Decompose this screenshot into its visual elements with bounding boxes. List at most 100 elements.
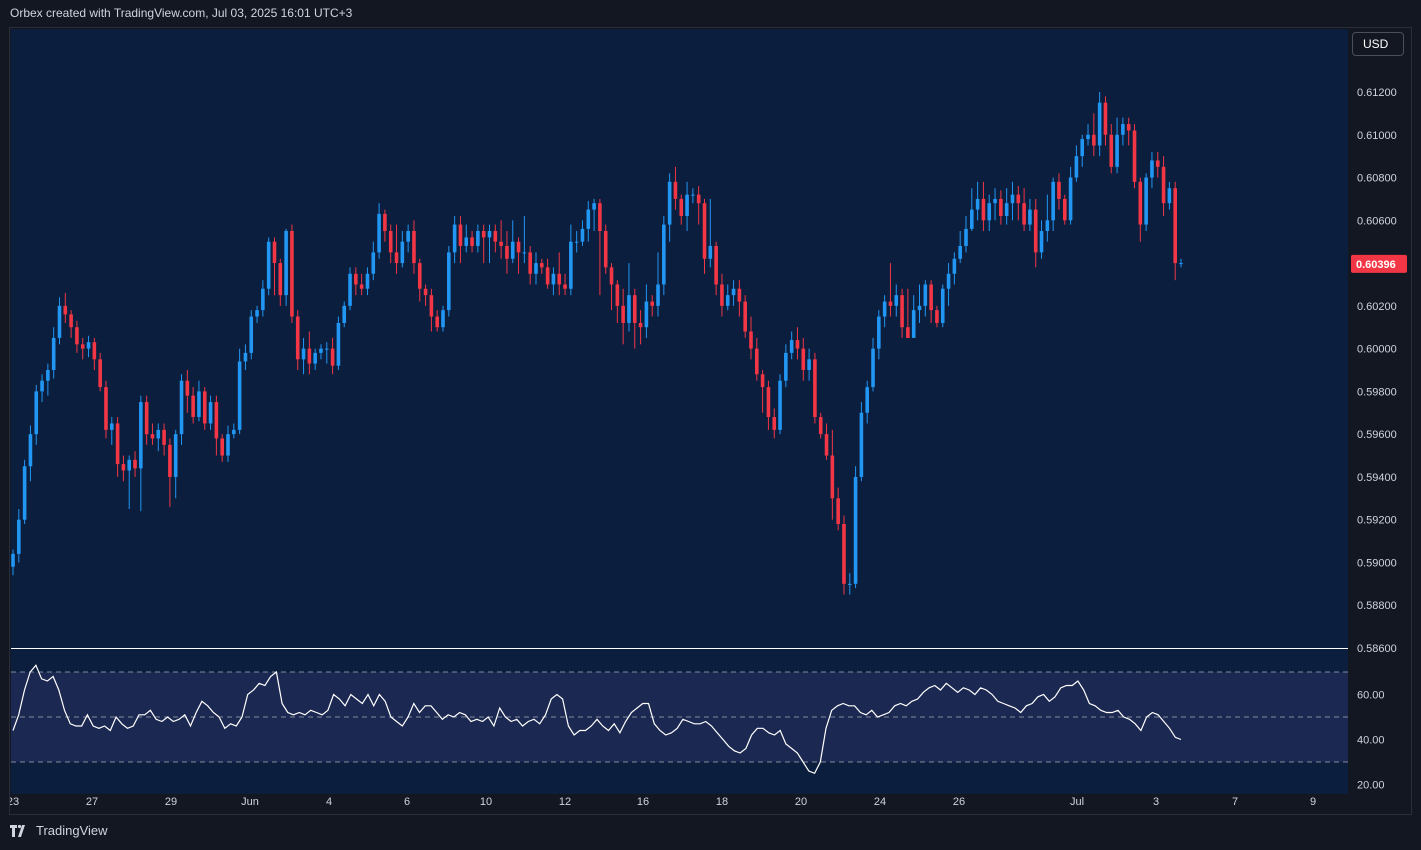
candle-body: [696, 194, 701, 204]
candle-body: [708, 245, 713, 259]
candle-body: [737, 288, 742, 302]
candle-body: [528, 252, 532, 274]
candle-body: [435, 316, 440, 328]
candle-body: [156, 429, 161, 439]
candle-body: [447, 252, 451, 311]
candle-body: [801, 348, 806, 370]
candle-body: [226, 434, 230, 456]
candle-body: [330, 348, 335, 366]
candle-body: [1080, 139, 1085, 157]
candle-body: [958, 245, 962, 259]
candle-body: [685, 194, 689, 217]
currency-button[interactable]: USD: [1352, 32, 1404, 56]
time-axis[interactable]: 23 27 29 Jun 4 6 10 12 16 18 20 24 26 Jul 3 7 9: [10, 796, 1316, 808]
candle-body: [1121, 124, 1125, 135]
candle-body: [406, 231, 410, 242]
candle-body: [1144, 177, 1148, 225]
candle-body: [458, 224, 463, 246]
candle-body: [232, 429, 236, 435]
candle-body: [935, 310, 939, 323]
candle-body: [11, 553, 15, 567]
price-pane-background: [11, 29, 1348, 648]
date-tick-label: 23: [10, 796, 19, 808]
candle-body: [359, 284, 364, 289]
rsi-tick-label: 20.00: [1357, 780, 1385, 792]
date-tick-label: 29: [165, 796, 177, 808]
candle-body: [714, 245, 718, 285]
candle-body: [371, 252, 376, 274]
candle-body: [731, 288, 736, 296]
candle-body: [1051, 181, 1055, 221]
candle-body: [28, 434, 33, 467]
candle-body: [1068, 177, 1073, 221]
rsi-tick-label: 60.00: [1357, 690, 1385, 702]
candle-body: [69, 314, 73, 328]
candlestick-series: [11, 92, 1183, 595]
candle-body: [1126, 124, 1131, 131]
candle-body: [191, 395, 195, 418]
candle-body: [423, 288, 428, 296]
candle-body: [34, 391, 39, 435]
last-price-marker: 0.60396: [1351, 254, 1407, 273]
candle-body: [319, 348, 323, 353]
candle-body: [662, 224, 666, 285]
price-tick-label: 0.59200: [1357, 515, 1397, 527]
candle-body: [906, 327, 910, 338]
candle-body: [679, 198, 684, 217]
candle-body: [1074, 156, 1079, 178]
candle-body: [534, 263, 538, 274]
candle-body: [429, 295, 434, 317]
candle-body: [266, 241, 271, 289]
candle-body: [220, 438, 224, 456]
candle-body: [539, 263, 544, 268]
candle-body: [185, 380, 190, 396]
date-tick-label: Jul: [1070, 796, 1084, 808]
candle-body: [383, 213, 387, 231]
candle-body: [871, 348, 875, 388]
candle-body: [1097, 102, 1102, 146]
candle-body: [964, 228, 968, 246]
candle-body: [139, 402, 143, 469]
candle-body: [86, 342, 91, 349]
candle-body: [354, 273, 358, 285]
candle-body: [1039, 231, 1044, 253]
price-tick-label: 0.60600: [1357, 215, 1397, 227]
candle-body: [214, 402, 219, 439]
candle-body: [208, 402, 213, 424]
candle-body: [272, 241, 277, 264]
date-tick-label: 16: [637, 796, 649, 808]
chart-canvas[interactable]: 0.612000.610000.608000.606000.604000.602…: [10, 28, 1411, 814]
candle-body: [470, 237, 474, 246]
price-tick-label: 0.60000: [1357, 344, 1397, 356]
candle-body: [603, 231, 608, 268]
candle-body: [476, 231, 480, 246]
candle-body: [853, 476, 858, 584]
candle-body: [621, 305, 625, 323]
candle-body: [1028, 209, 1032, 225]
candle-body: [760, 374, 765, 388]
date-tick-label: 9: [1310, 796, 1316, 808]
tradingview-logo-icon: [10, 824, 25, 837]
candle-body: [307, 348, 312, 364]
candle-body: [388, 231, 393, 253]
footer: TradingView: [10, 823, 108, 838]
candle-body: [1016, 194, 1021, 204]
candle-body: [656, 284, 660, 306]
candle-body: [179, 380, 184, 435]
candle-body: [836, 498, 840, 524]
candle-body: [1167, 188, 1172, 204]
price-tick-label: 0.59000: [1357, 557, 1397, 569]
price-tick-label: 0.59800: [1357, 386, 1397, 398]
candle-body: [168, 444, 172, 477]
price-tick-label: 0.59400: [1357, 472, 1397, 484]
candle-body: [150, 434, 155, 439]
price-tick-label: 0.61000: [1357, 130, 1397, 142]
candle-body: [975, 198, 980, 210]
candle-body: [51, 337, 56, 370]
last-price-badge: [1351, 254, 1407, 273]
candle-body: [1115, 134, 1119, 167]
candle-body: [365, 273, 370, 289]
candle-body: [929, 284, 933, 311]
candle-body: [743, 301, 747, 332]
candle-body: [1103, 102, 1108, 135]
